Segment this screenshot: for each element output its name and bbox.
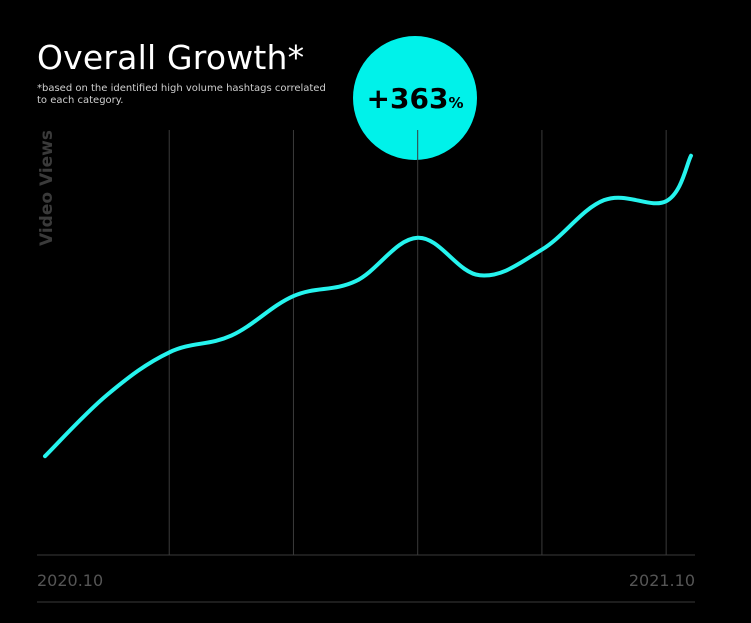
series-line	[43, 153, 693, 459]
chart-subtitle: *based on the identified high volume has…	[37, 83, 326, 106]
chart-title: Overall Growth*	[37, 38, 305, 77]
x-tick-end: 2021.10	[628, 571, 695, 590]
x-tick-start: 2020.10	[37, 571, 104, 590]
growth-value: +363	[366, 81, 449, 115]
growth-badge: +363%	[353, 36, 477, 160]
growth-unit: %	[448, 94, 464, 112]
